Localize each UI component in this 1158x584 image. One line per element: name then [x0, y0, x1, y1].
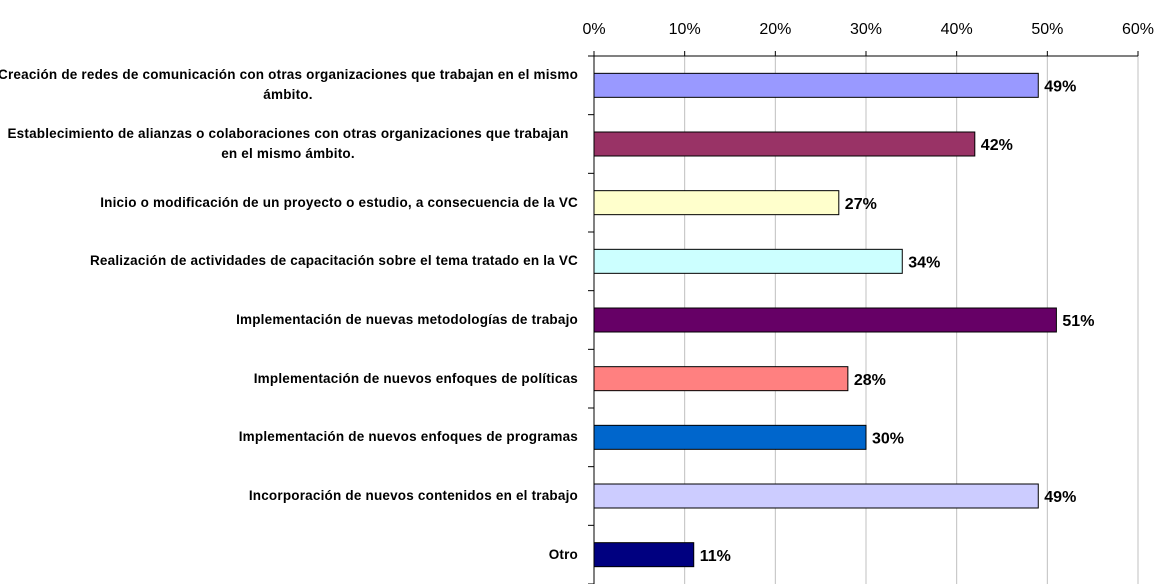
- category-row: Establecimiento de alianzas o colaboraci…: [0, 115, 578, 173]
- bar: [593, 190, 840, 216]
- value-label: 27%: [845, 196, 877, 213]
- x-tick-label: 60%: [1122, 21, 1154, 38]
- category-label: Establecimiento de alianzas o colaboraci…: [7, 126, 569, 161]
- category-label: Incorporación de nuevos contenidos en el…: [248, 488, 578, 503]
- category-row: Implementación de nuevos enfoques de pro…: [0, 408, 578, 466]
- category-row: Realización de actividades de capacitaci…: [0, 232, 578, 290]
- bar: [593, 307, 1057, 333]
- value-label: 49%: [1044, 79, 1076, 96]
- bar: [593, 424, 867, 450]
- category-label: Implementación de nuevos enfoques de pro…: [238, 429, 578, 445]
- bar: [593, 366, 849, 392]
- value-label: 11%: [700, 548, 731, 565]
- bar: [593, 483, 1039, 509]
- bar: [593, 248, 903, 274]
- value-label: 42%: [981, 137, 1013, 154]
- category-label: Implementación de nuevos enfoques de pol…: [253, 370, 578, 386]
- bar: [593, 131, 976, 157]
- category-label: Inicio o modificación de un proyecto o e…: [100, 194, 578, 210]
- value-label: 51%: [1062, 313, 1094, 330]
- bar: [593, 72, 1039, 98]
- x-tick-label: 0%: [582, 21, 605, 38]
- category-row: Otro: [0, 526, 578, 584]
- value-label: 34%: [908, 255, 940, 272]
- category-label: Creación de redes de comunicación con ot…: [0, 67, 579, 103]
- x-tick-label: 40%: [941, 21, 973, 38]
- category-row: Creación de redes de comunicación con ot…: [0, 56, 578, 114]
- value-label: 49%: [1044, 489, 1076, 506]
- category-row: Inicio o modificación de un proyecto o e…: [0, 174, 578, 232]
- category-row: Implementación de nuevas metodologías de…: [0, 291, 578, 349]
- category-row: Implementación de nuevos enfoques de pol…: [0, 350, 578, 408]
- category-row: Incorporación de nuevos contenidos en el…: [0, 467, 578, 525]
- x-tick-label: 30%: [850, 21, 882, 38]
- value-label: 30%: [872, 431, 904, 448]
- category-label: Implementación de nuevas metodologías de…: [236, 312, 578, 327]
- bar: [593, 542, 695, 568]
- x-tick-label: 50%: [1031, 21, 1063, 38]
- x-tick-label: 20%: [759, 21, 791, 38]
- value-label: 28%: [854, 372, 886, 389]
- x-tick-label: 10%: [669, 21, 701, 38]
- category-label: Realización de actividades de capacitaci…: [89, 253, 578, 269]
- category-label: Otro: [548, 546, 578, 562]
